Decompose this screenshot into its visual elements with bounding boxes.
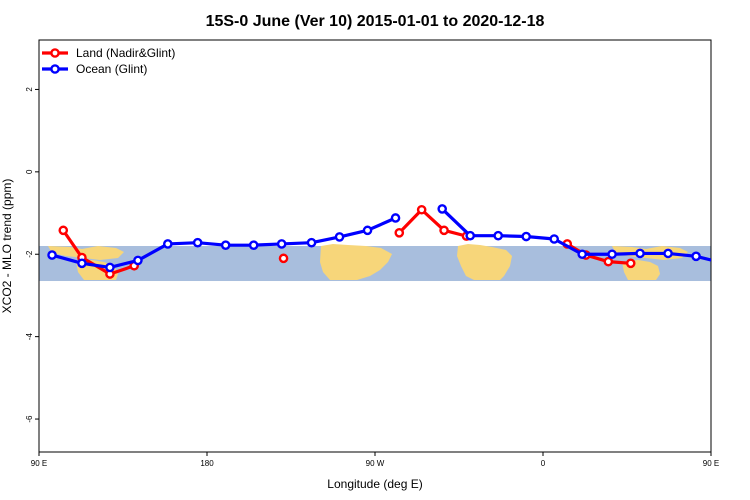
legend-label: Ocean (Glint) — [76, 62, 147, 76]
data-point — [439, 225, 449, 236]
data-point — [607, 249, 617, 260]
x-axis: 90 E 180 90 W 0 90 E — [31, 452, 719, 468]
series-layer — [47, 204, 750, 279]
data-point — [47, 250, 57, 260]
data-point — [465, 230, 476, 241]
series-line — [441, 207, 711, 262]
y-tick-label: 2 — [25, 87, 34, 92]
data-point — [334, 232, 345, 242]
legend-marker — [50, 48, 60, 58]
series-line — [732, 230, 750, 274]
x-tick-label: 0 — [541, 459, 546, 468]
data-point — [362, 225, 373, 236]
y-tick-label: -2 — [25, 250, 34, 258]
data-point — [105, 262, 115, 273]
x-tick-label: 90 W — [366, 459, 385, 468]
data-point — [728, 227, 735, 234]
legend-marker — [50, 64, 60, 74]
data-point — [220, 240, 231, 250]
legend-label: Land (Nadir&Glint) — [76, 46, 175, 60]
data-point — [394, 228, 405, 238]
data-point — [192, 237, 203, 248]
data-point — [416, 204, 427, 215]
series-ocean — [47, 204, 727, 273]
data-point — [603, 256, 614, 267]
data-point — [133, 255, 143, 266]
data-point — [276, 239, 287, 249]
x-tick-label: 90 E — [31, 459, 47, 468]
series-line — [398, 208, 467, 238]
data-point — [58, 225, 69, 236]
y-tick-label: -6 — [25, 415, 34, 423]
data-point — [521, 231, 532, 242]
y-axis: 2 0 -2 -4 -6 — [25, 87, 39, 423]
legend: Land (Nadir&Glint) Ocean (Glint) — [42, 46, 175, 76]
x-axis-title: Longitude (deg E) — [327, 477, 422, 491]
data-point — [625, 258, 636, 269]
y-tick-label: -4 — [25, 333, 34, 341]
land-africa — [457, 244, 512, 280]
data-point — [248, 240, 259, 250]
land-south-america — [320, 244, 392, 280]
y-axis-title: XCO2 - MLO trend (ppm) — [0, 179, 14, 314]
y-tick-label: 0 — [25, 169, 34, 174]
data-point — [549, 234, 560, 244]
x-tick-label: 180 — [200, 459, 214, 468]
data-point — [663, 248, 673, 259]
data-point — [390, 213, 401, 223]
data-point — [577, 249, 588, 260]
data-point — [162, 239, 173, 249]
data-point — [77, 258, 87, 269]
data-point — [278, 253, 289, 264]
data-point — [743, 253, 750, 260]
data-point — [691, 251, 701, 262]
x-tick-label: 90 E — [703, 459, 719, 468]
data-point — [635, 248, 645, 259]
data-point — [306, 237, 317, 248]
chart-title: 15S-0 June (Ver 10) 2015-01-01 to 2020-1… — [206, 13, 545, 30]
data-point — [720, 260, 727, 267]
land-indonesia — [48, 246, 124, 260]
data-point — [493, 230, 504, 241]
data-point — [437, 204, 448, 214]
